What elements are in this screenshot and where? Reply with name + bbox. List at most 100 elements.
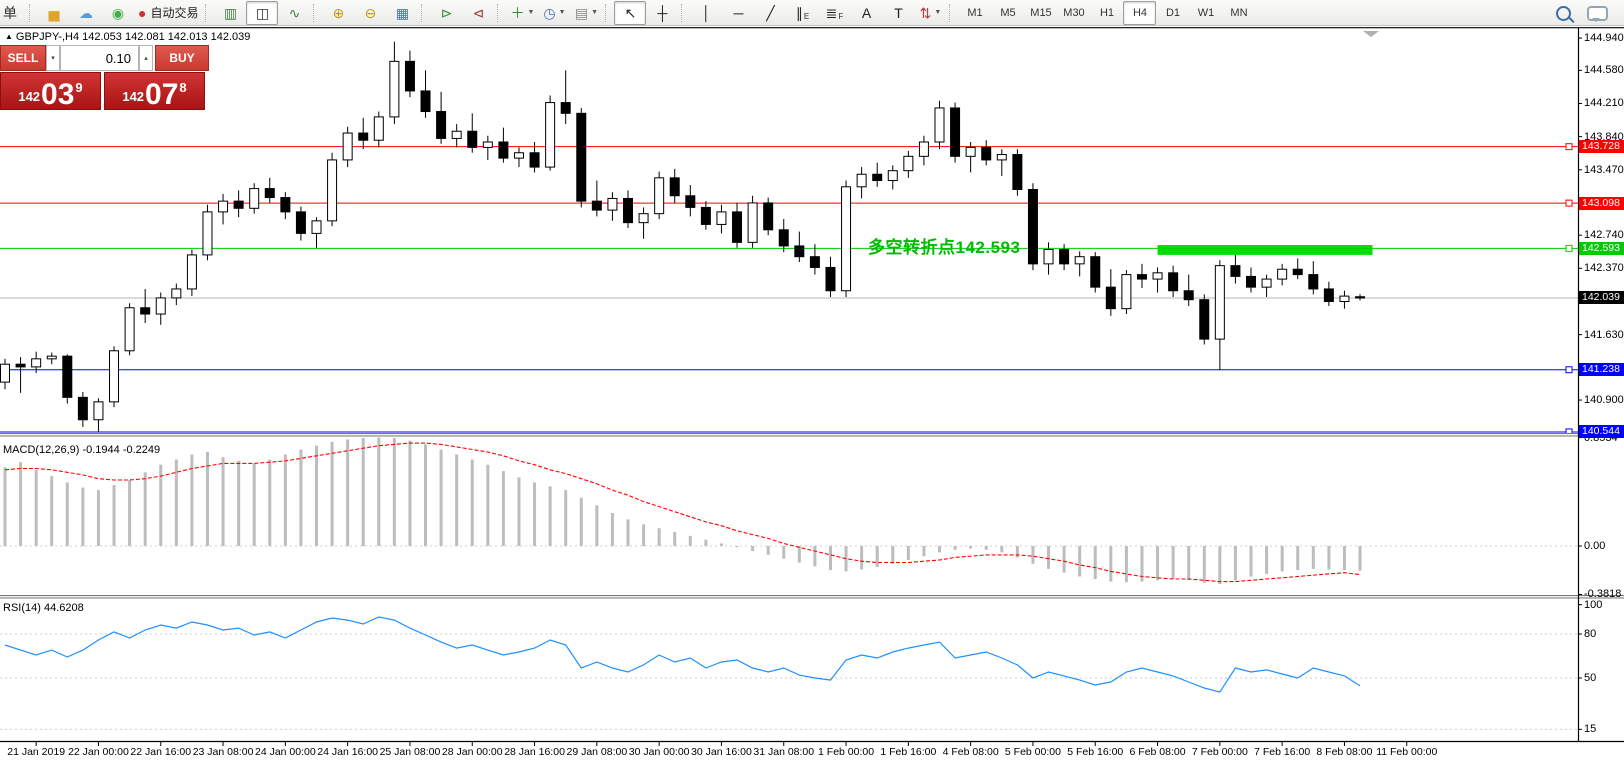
candle [1214,265,1225,340]
candle [1136,274,1147,280]
horizontal-line-button[interactable]: ─ [733,4,744,21]
sell-button[interactable]: SELL [0,45,46,71]
time-label: 24 Jan 16:00 [317,746,378,758]
candle [903,155,914,172]
chart-shift-marker [1363,31,1379,37]
candle [451,130,462,139]
toolbar-buttons: 单 ▅ ☁ ◉ ● 自动交易 ▥ ◫ ∿ ⊕ ⊖ ▦ ⊳ ⊲ ＋ ▼ ◷ ▼ ▤ ▼ ↖ ┼ │ ─ ╱ ∥ E ≣ F A T ⇅ ▼ M1 M5… [0,0,1255,26]
time-label: 25 Jan 08:00 [379,746,441,758]
new-order-button[interactable]: 单 [3,4,17,21]
candlestick-chart-icon[interactable]: ◫ [246,0,279,25]
candle [747,202,758,243]
chat-icon[interactable] [1587,5,1608,22]
templates-button[interactable]: ▤ ▼ [574,4,599,21]
candle [373,116,384,141]
collapse-triangle-icon[interactable]: ▲ [5,32,13,41]
candle [264,188,275,199]
search-icon[interactable] [1556,5,1571,21]
sell-price-sup: 9 [75,80,83,95]
candle [1152,272,1163,280]
indicators-button[interactable]: ＋ ▼ [510,4,535,21]
vertical-line-button[interactable]: │ [702,4,711,21]
auto-scroll-icon[interactable]: ⊳ [440,4,453,21]
rsi-tick: 50 [1584,672,1597,684]
crosshair-button[interactable]: ┼ [657,4,668,21]
candle [1323,288,1334,302]
candle [249,188,260,209]
timeframe-h4[interactable]: H4 [1123,0,1157,25]
timeframe-h1[interactable]: H1 [1099,6,1115,19]
tile-windows-icon[interactable]: ▦ [395,4,410,21]
candle [918,141,929,157]
candle [996,154,1007,161]
fibonacci-button[interactable]: ≣ F [825,4,844,21]
candle [576,112,587,202]
time-label: 29 Jan 08:00 [566,746,628,758]
rsi-tick: 100 [1584,598,1603,611]
price-tick: 144.940 [1584,32,1624,45]
timeframe-d1[interactable]: D1 [1165,6,1181,19]
price-tick: 140.900 [1584,394,1624,407]
candle [109,350,120,403]
candle [591,200,602,211]
zoom-out-icon[interactable]: ⊖ [364,4,377,21]
highlight-zone-rect [1157,245,1373,255]
bar-chart-icon[interactable]: ▥ [223,4,238,21]
arrows-button[interactable]: ⇅ ▼ [919,4,942,21]
cursor-button[interactable]: ↖ [614,0,647,25]
community-icon[interactable]: ☁ [79,4,93,21]
candle [155,297,166,315]
candle [1059,249,1070,265]
time-label: 30 Jan 00:00 [628,746,690,758]
rsi-label: RSI(14) 44.6208 [3,602,84,614]
candle [809,256,820,268]
gold-icon[interactable]: ▅ [48,4,60,21]
candle [1183,290,1194,301]
buy-button[interactable]: BUY [155,45,209,71]
toolbar-separator [605,3,610,22]
sell-price-box[interactable]: 142 03 9 [0,72,101,110]
time-label: 28 Jan 16:00 [504,746,565,758]
zoom-in-icon[interactable]: ⊕ [332,4,345,21]
candle [623,197,633,224]
candle [841,186,852,292]
candle [1277,268,1288,280]
autotrading-button[interactable]: ● 自动交易 [138,4,199,21]
candle [716,211,727,225]
timeframe-m15[interactable]: M15 [1030,6,1052,19]
toolbar-right [1556,0,1608,26]
timeframe-m30[interactable]: M30 [1063,6,1085,19]
time-label: 8 Feb 08:00 [1316,746,1373,758]
volume-up-icon[interactable]: ▴ [139,45,153,71]
candle [934,107,945,143]
candle [763,202,774,231]
timeframe-m5[interactable]: M5 [1000,6,1016,19]
periods-button[interactable]: ◷ ▼ [543,4,566,21]
candle [389,60,400,118]
candle [498,141,509,159]
trendline-button[interactable]: ╱ [766,4,775,21]
candle [1012,154,1023,190]
price-marker: 142.039 [1579,291,1624,305]
timeframe-mn[interactable]: MN [1230,6,1248,19]
trade-panel-row: SELL ▾ 0.10 ▴ BUY [0,45,209,71]
one-click-trade-panel: SELL ▾ 0.10 ▴ BUY 142 03 9 142 07 8 [0,45,209,111]
candle [1074,256,1085,265]
timeframe-w1[interactable]: W1 [1197,6,1215,19]
signals-icon[interactable]: ◉ [111,4,125,21]
line-chart-icon[interactable]: ∿ [288,4,301,21]
volume-input[interactable]: 0.10 [60,45,139,71]
timeframe-m1[interactable]: M1 [967,6,983,19]
text-button[interactable]: A [861,4,872,21]
chart-shift-icon[interactable]: ⊲ [472,4,485,21]
channel-button[interactable]: ∥ E [795,4,810,21]
candle [1339,295,1350,302]
candle [295,211,306,234]
toolbar-separator [949,3,954,22]
candle [404,60,415,92]
volume-down-icon[interactable]: ▾ [46,45,60,71]
chart-canvas[interactable] [0,27,1624,773]
label-button[interactable]: T [894,4,903,21]
buy-price-box[interactable]: 142 07 8 [104,72,205,110]
time-label: 7 Feb 00:00 [1191,746,1248,758]
